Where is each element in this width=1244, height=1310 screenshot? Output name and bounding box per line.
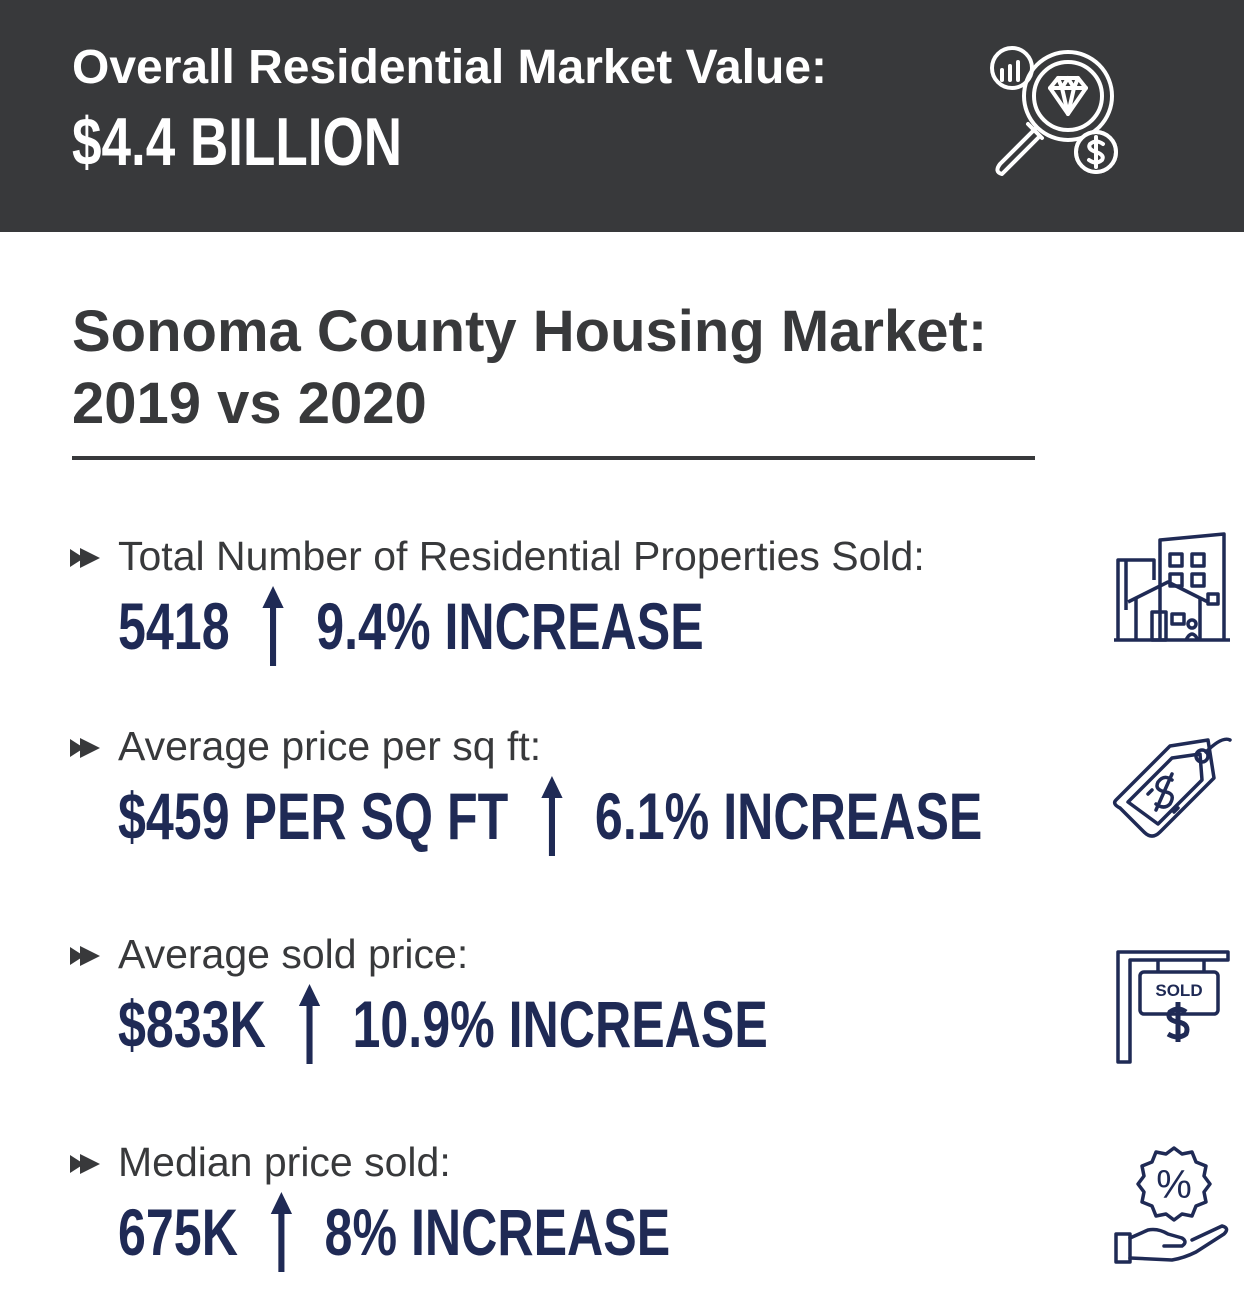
stat-value: 675K: [118, 1195, 238, 1269]
stat-value: $459 PER SQ FT: [118, 779, 509, 853]
stat-change: 8% INCREASE: [324, 1195, 671, 1269]
up-arrow-icon: [298, 984, 320, 1064]
stat-change: 9.4% INCREASE: [316, 589, 704, 663]
bullet-arrow-icon: [70, 738, 100, 758]
buildings-house-icon: [1114, 532, 1230, 642]
stat-value-row: 675K 8% INCREASE: [118, 1192, 670, 1272]
price-tag-icon: [1112, 737, 1232, 838]
stat-change: 10.9% INCREASE: [352, 987, 768, 1061]
market-value-label: Overall Residential Market Value:: [72, 41, 827, 94]
page-title: Sonoma County Housing Market: 2019 vs 20…: [72, 296, 987, 440]
up-arrow-icon: [540, 776, 563, 856]
up-arrow-icon: [270, 1192, 292, 1272]
bullet-arrow-icon: [70, 548, 100, 568]
stat-label: Average sold price:: [118, 931, 469, 977]
stat-value-row: $833K 10.9% INCREASE: [118, 984, 768, 1064]
bullet-arrow-icon: [70, 946, 100, 966]
market-value-amount: $4.4 BILLION: [72, 104, 403, 180]
page-title-line1: Sonoma County Housing Market:: [72, 299, 988, 364]
stat-change: 6.1% INCREASE: [594, 779, 983, 853]
title-divider: [72, 456, 1035, 460]
stat-label: Median price sold:: [118, 1139, 451, 1185]
stat-label: Total Number of Residential Properties S…: [118, 533, 925, 579]
stat-value-row: 5418 9.4% INCREASE: [118, 586, 704, 666]
bullet-arrow-icon: [70, 1154, 100, 1174]
stat-label: Average price per sq ft:: [118, 723, 542, 769]
up-arrow-icon: [262, 586, 284, 666]
svg-text:SOLD: SOLD: [1155, 981, 1202, 1000]
percent-hand-icon: %: [1114, 1146, 1229, 1264]
sold-sign-icon: SOLD: [1116, 950, 1230, 1064]
stat-value: $833K: [118, 987, 266, 1061]
page-title-line2: 2019 vs 2020: [72, 371, 427, 436]
market-value-banner: Overall Residential Market Value: $4.4 B…: [0, 0, 1244, 232]
stat-value-row: $459 PER SQ FT 6.1% INCREASE: [118, 776, 982, 856]
stat-value: 5418: [118, 589, 230, 663]
svg-text:%: %: [1156, 1163, 1192, 1207]
magnifier-diamond-icon: [990, 46, 1118, 176]
